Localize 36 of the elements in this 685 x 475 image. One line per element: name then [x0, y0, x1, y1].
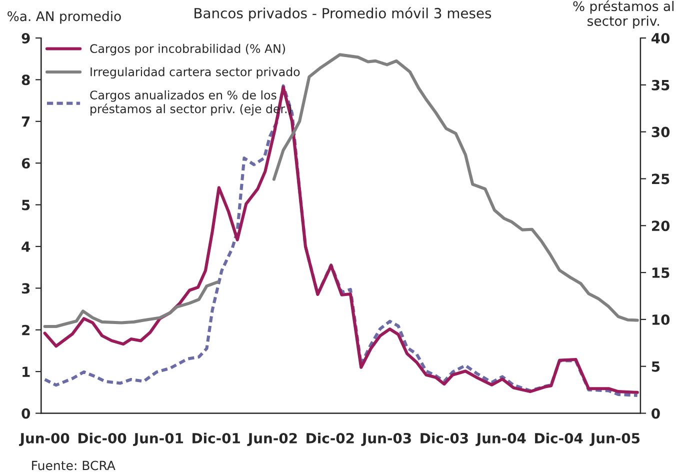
x-tick-label: Dic-03	[420, 432, 468, 444]
y2-tick-label: 10	[652, 314, 670, 325]
x-tick-label: Jun-00	[19, 432, 70, 446]
legend-label: Irregularidad cartera sector privado	[90, 67, 300, 79]
x-tick-label: Dic-00	[78, 432, 126, 444]
y-tick-label: 2	[22, 324, 30, 336]
y2-tick-label: 0	[652, 408, 660, 419]
y2-tick-label: 5	[652, 361, 660, 372]
y-tick-label: 7	[22, 116, 30, 127]
y2-tick-label: 25	[652, 174, 670, 184]
x-tick-label: Dic-02	[306, 432, 354, 444]
x-tick-label: Jun-03	[361, 432, 411, 446]
x-tick-label: Dic-01	[192, 432, 240, 444]
y-tick-label: 3	[22, 283, 30, 294]
y-tick-label: 4	[22, 242, 30, 252]
x-tick-label: Jun-04	[476, 432, 526, 446]
y-axis-title: %a. AN promedio	[8, 10, 121, 24]
y-tick-label: 6	[22, 158, 30, 169]
y2-tick-label: 15	[652, 268, 670, 278]
y2-tick-label: 30	[652, 126, 670, 138]
y2-tick-label: 20	[652, 220, 670, 232]
x-tick-label: Jun-05	[590, 432, 640, 446]
source-note: Fuente: BCRA	[32, 460, 116, 470]
y-tick-label: 5	[22, 200, 30, 210]
x-tick-label: Dic-04	[535, 432, 583, 444]
y-tick-label: 8	[22, 74, 30, 86]
y2-tick-label: 35	[652, 80, 670, 90]
chart-title: Bancos privados - Promedio móvil 3 meses	[194, 7, 492, 22]
y2-tick-label: 40	[652, 32, 670, 44]
legend-label: Cargos por incobrabilidad (% AN)	[90, 44, 286, 56]
y-tick-label: 0	[22, 408, 30, 419]
y-tick-label: 1	[22, 366, 30, 377]
x-tick-label: Jun-01	[133, 432, 183, 446]
y-tick-label: 9	[22, 32, 30, 44]
x-tick-label: Jun-02	[247, 432, 297, 446]
y2-axis-title: % préstamos al sector priv.	[573, 0, 674, 28]
